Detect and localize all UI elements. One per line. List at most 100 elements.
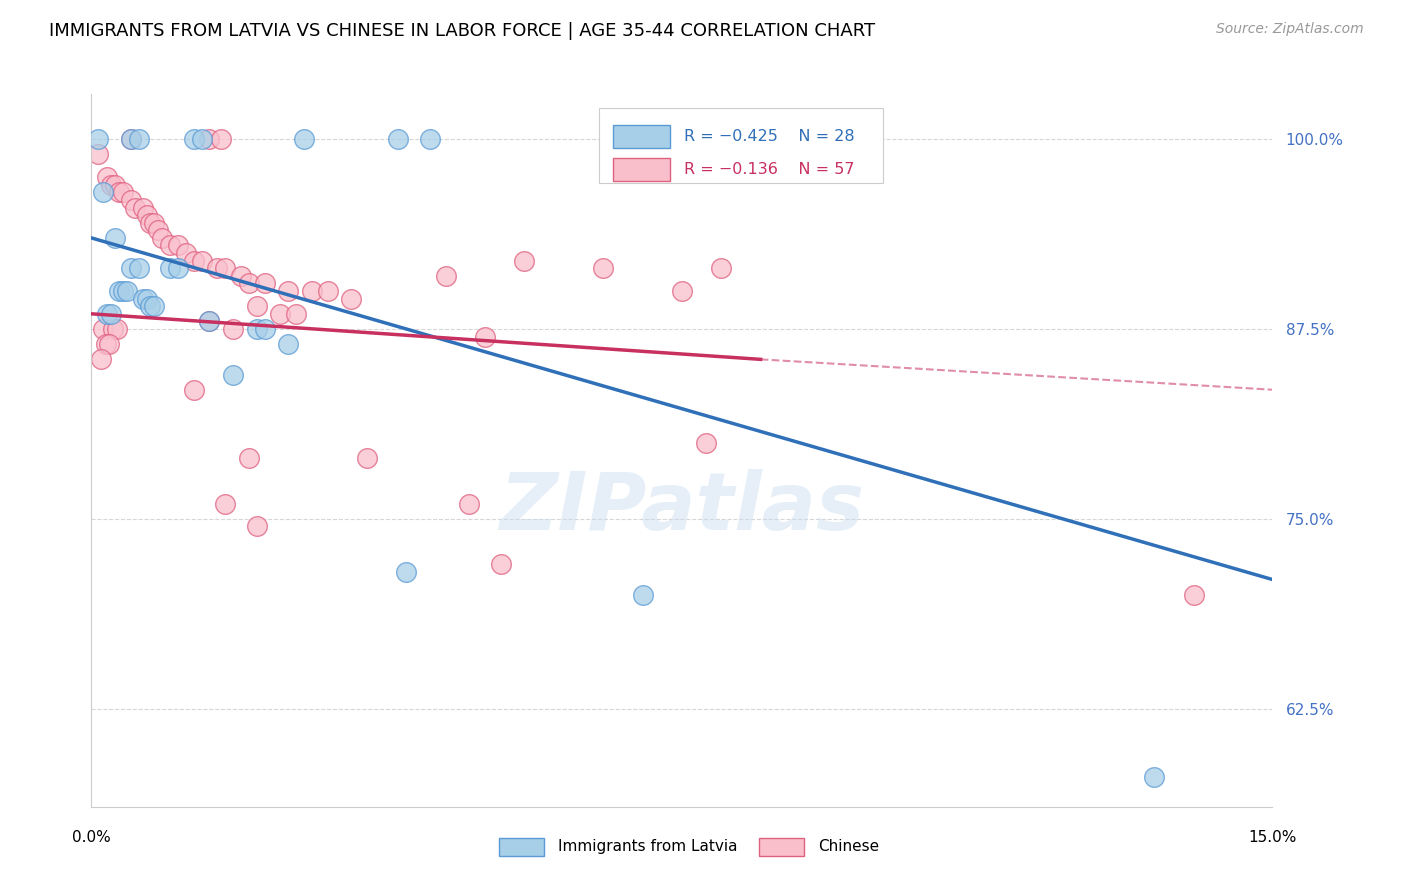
Point xyxy=(139,216,162,230)
Point xyxy=(474,329,496,343)
Point xyxy=(120,132,142,146)
Point xyxy=(292,132,315,146)
FancyBboxPatch shape xyxy=(499,838,544,856)
Point xyxy=(710,261,733,276)
Point xyxy=(190,253,212,268)
Point xyxy=(214,497,236,511)
Point xyxy=(103,322,125,336)
Point xyxy=(301,284,323,298)
Text: 0.0%: 0.0% xyxy=(72,830,111,845)
Point xyxy=(356,451,378,466)
Point xyxy=(316,284,339,298)
Text: R = −0.425    N = 28: R = −0.425 N = 28 xyxy=(685,129,855,144)
Point xyxy=(513,253,536,268)
Point xyxy=(277,337,299,351)
Point xyxy=(340,292,363,306)
Point xyxy=(695,435,717,450)
Point xyxy=(128,132,150,146)
Point xyxy=(90,352,112,367)
Point xyxy=(135,292,157,306)
Point xyxy=(671,284,693,298)
Point xyxy=(91,322,114,336)
Point xyxy=(269,307,291,321)
Point xyxy=(100,178,122,192)
Point xyxy=(120,193,142,207)
Point xyxy=(229,268,252,283)
Point xyxy=(111,284,134,298)
FancyBboxPatch shape xyxy=(613,158,671,181)
Point xyxy=(387,132,409,146)
Point xyxy=(214,261,236,276)
FancyBboxPatch shape xyxy=(599,108,883,183)
Point xyxy=(238,451,260,466)
Point xyxy=(198,132,221,146)
Point xyxy=(183,253,205,268)
Point xyxy=(198,314,221,328)
Point xyxy=(148,223,170,237)
Point xyxy=(96,307,118,321)
Text: IMMIGRANTS FROM LATVIA VS CHINESE IN LABOR FORCE | AGE 35-44 CORRELATION CHART: IMMIGRANTS FROM LATVIA VS CHINESE IN LAB… xyxy=(49,22,876,40)
Point xyxy=(97,337,120,351)
Point xyxy=(174,246,197,260)
Point xyxy=(434,268,457,283)
Text: Chinese: Chinese xyxy=(818,839,879,854)
Point xyxy=(104,178,127,192)
Point xyxy=(253,277,276,291)
FancyBboxPatch shape xyxy=(759,838,804,856)
Point xyxy=(489,558,512,572)
Point xyxy=(120,261,142,276)
Point xyxy=(96,170,118,185)
Text: 15.0%: 15.0% xyxy=(1249,830,1296,845)
Text: Source: ZipAtlas.com: Source: ZipAtlas.com xyxy=(1216,22,1364,37)
Point xyxy=(198,314,221,328)
Point xyxy=(183,132,205,146)
Point xyxy=(86,132,108,146)
Point xyxy=(285,307,308,321)
FancyBboxPatch shape xyxy=(613,125,671,148)
Point xyxy=(190,132,212,146)
Point xyxy=(105,322,128,336)
Point xyxy=(209,132,232,146)
Text: R = −0.136    N = 57: R = −0.136 N = 57 xyxy=(685,161,855,177)
Point xyxy=(246,322,269,336)
Point xyxy=(111,186,134,200)
Point xyxy=(207,261,229,276)
Point xyxy=(253,322,276,336)
Point xyxy=(94,337,117,351)
Point xyxy=(1182,588,1205,602)
Point xyxy=(246,519,269,533)
Point xyxy=(131,292,153,306)
Point xyxy=(222,322,245,336)
Point xyxy=(104,231,127,245)
Point xyxy=(167,261,190,276)
Point xyxy=(108,284,131,298)
Point xyxy=(139,299,162,313)
Point xyxy=(115,284,138,298)
Point xyxy=(1143,770,1166,784)
Point xyxy=(100,307,122,321)
Point xyxy=(222,368,245,382)
Point xyxy=(277,284,299,298)
Point xyxy=(143,216,166,230)
Point xyxy=(124,201,146,215)
Point xyxy=(167,238,190,252)
Point xyxy=(159,261,181,276)
Point xyxy=(143,299,166,313)
Point xyxy=(128,261,150,276)
Point xyxy=(238,277,260,291)
Point xyxy=(419,132,441,146)
Text: Immigrants from Latvia: Immigrants from Latvia xyxy=(558,839,737,854)
Point xyxy=(395,565,418,579)
Point xyxy=(150,231,173,245)
Point xyxy=(135,208,157,222)
Point xyxy=(120,132,142,146)
Point xyxy=(631,588,654,602)
Point xyxy=(458,497,481,511)
Text: ZIPatlas: ZIPatlas xyxy=(499,468,865,547)
Point xyxy=(159,238,181,252)
Point xyxy=(91,186,114,200)
Point xyxy=(592,261,614,276)
Point xyxy=(131,201,153,215)
Point xyxy=(183,383,205,397)
Point xyxy=(108,186,131,200)
